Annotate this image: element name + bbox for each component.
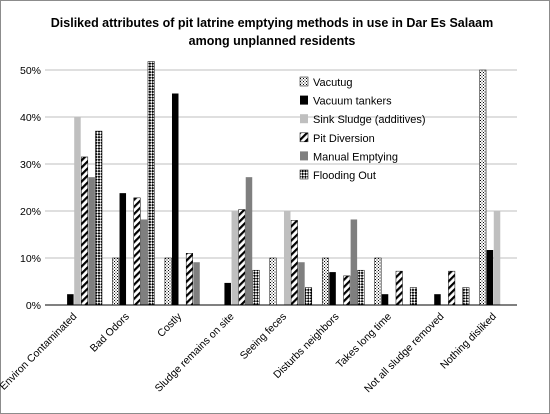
y-tick-label: 40%	[20, 112, 41, 124]
bar-sink-sludge-additives	[283, 211, 291, 305]
legend-swatch	[300, 114, 308, 124]
y-tick-label: 10%	[20, 253, 41, 265]
bar-pit-diversion	[290, 220, 298, 306]
x-category-label: Costly	[155, 310, 185, 340]
bar-flooding-out	[462, 287, 470, 306]
legend-label: Vacutug	[313, 77, 353, 89]
legend-label: Pit Diversion	[313, 133, 375, 145]
y-tick-label: 20%	[20, 206, 41, 218]
x-category-label: Takes long time	[334, 311, 394, 371]
bar-flooding-out	[147, 61, 155, 306]
legend-swatch	[300, 95, 308, 105]
bar-pit-diversion	[185, 253, 193, 306]
bar-vacutug	[321, 257, 329, 306]
bar-sink-sludge-additives	[74, 117, 81, 305]
bar-flooding-out	[95, 130, 103, 306]
bar-manual-emptying	[350, 219, 358, 305]
bar-vacutug	[112, 257, 120, 306]
bar-pit-diversion	[448, 270, 456, 306]
bar-pit-diversion	[395, 270, 403, 306]
y-tick-label: 50%	[20, 65, 41, 77]
bar-vacuum-tankers	[486, 250, 494, 305]
bar-vacuum-tankers	[224, 282, 231, 305]
bar-manual-emptying	[245, 177, 253, 305]
bar-vacuum-tankers	[119, 193, 127, 305]
legend-swatch	[299, 169, 309, 180]
bar-vacutug	[164, 257, 172, 306]
legend-label: Flooding Out	[313, 170, 376, 182]
bar-flooding-out	[252, 269, 260, 306]
x-category-label: Environ Contaminated	[0, 311, 79, 393]
bar-vacuum-tankers	[67, 294, 74, 305]
y-tick-label: 0%	[26, 300, 41, 312]
bar-vacutug	[374, 257, 382, 306]
chart-title: Disliked attributes of pit latrine empty…	[51, 16, 493, 30]
gridlines	[45, 69, 517, 259]
bar-manual-emptying	[193, 262, 200, 305]
bar-flooding-out	[305, 287, 313, 306]
bar-pit-diversion	[81, 156, 89, 306]
chart-subtitle: among unplanned residents	[189, 34, 356, 48]
bar-flooding-out	[357, 269, 365, 306]
x-category-label: Bad Odors	[88, 311, 132, 355]
bar-vacuum-tankers	[329, 272, 336, 305]
bars	[67, 61, 501, 306]
x-axis-categories: Environ Contaminated Bad Odors CostlySludg…	[0, 310, 499, 395]
legend-label: Manual Emptying	[313, 151, 398, 163]
y-axis-ticks: 0% 10% 20% 30% 40% 50%	[20, 65, 41, 312]
bar-manual-emptying	[298, 262, 305, 305]
legend: Vacutug Vacuum tankers Sink Sludge (additi…	[299, 76, 426, 182]
legend-swatch	[300, 151, 308, 161]
legend-swatch	[299, 132, 309, 143]
bar-vacutug	[269, 257, 277, 306]
x-category-label: Seeing feces	[238, 311, 289, 362]
legend-label: Vacuum tankers	[313, 96, 392, 108]
bar-manual-emptying	[88, 177, 95, 305]
y-tick-label: 30%	[20, 159, 41, 171]
legend-swatch	[299, 76, 309, 87]
bar-flooding-out	[409, 287, 417, 306]
bar-sink-sludge-additives	[231, 211, 239, 305]
legend-label: Sink Sludge (additives)	[313, 114, 426, 126]
bar-vacuum-tankers	[171, 93, 179, 305]
bar-pit-diversion	[238, 209, 246, 306]
bar-sink-sludge-additives	[493, 211, 501, 305]
bar-vacuum-tankers	[434, 294, 441, 305]
bar-vacutug	[479, 69, 487, 306]
x-category-label: Nothing disliked	[438, 311, 499, 372]
bar-vacuum-tankers	[381, 294, 389, 305]
bar-pit-diversion	[343, 275, 351, 306]
bar-manual-emptying	[140, 219, 148, 305]
bar-pit-diversion	[133, 197, 141, 306]
